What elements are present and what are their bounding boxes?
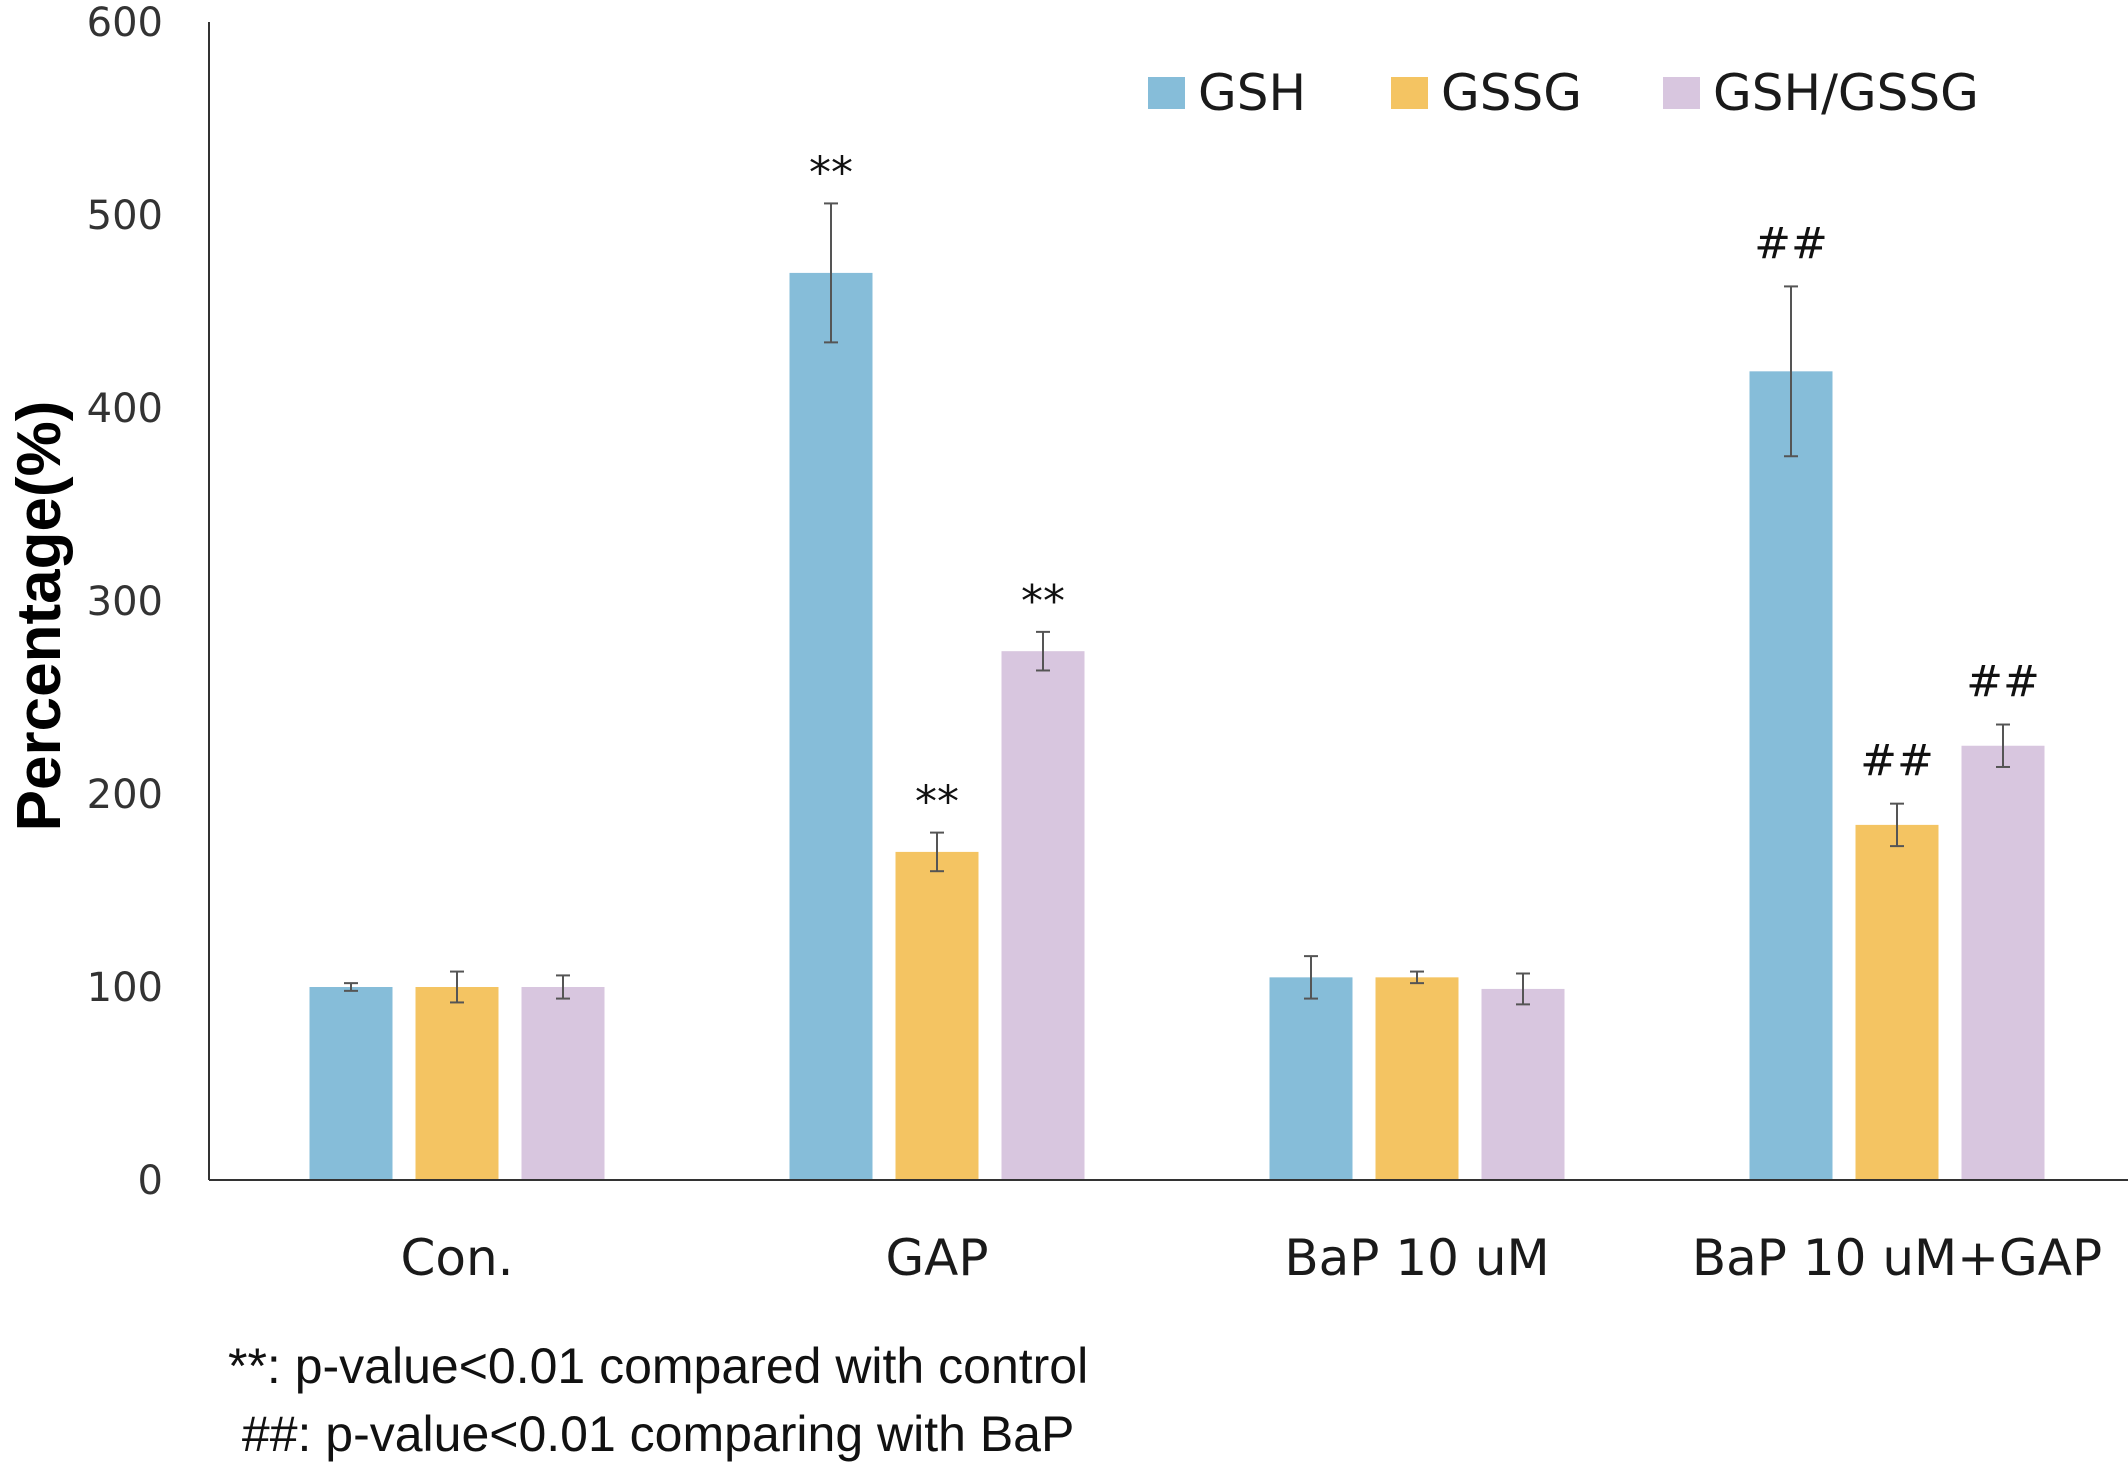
category-label: BaP 10 uM: [1284, 1229, 1549, 1287]
error-bars: [344, 202, 2010, 1006]
bar-gsh: [789, 272, 873, 1180]
bars: [309, 272, 2045, 1181]
category-label: BaP 10 uM+GAP: [1692, 1229, 2102, 1287]
bar-gsh-gssg: [1481, 988, 1565, 1180]
legend-label: GSSG: [1441, 64, 1582, 122]
legend-swatch: [1663, 77, 1700, 109]
bar-gssg: [415, 987, 499, 1180]
footnote-control: **: p-value<0.01 compared with control: [228, 1338, 1089, 1394]
legend-label: GSH: [1198, 64, 1306, 122]
bar-gsh: [1269, 977, 1353, 1180]
y-tick-label: 600: [87, 0, 163, 46]
y-tick-label: 200: [87, 772, 163, 818]
y-tick-label: 0: [138, 1158, 163, 1204]
bar-gsh-gssg: [521, 987, 605, 1180]
bar-gsh-gssg: [1961, 745, 2045, 1180]
bar-gsh-gssg: [1001, 651, 1085, 1180]
legend-swatch: [1148, 77, 1185, 109]
bar-gsh: [1749, 371, 1833, 1181]
bar-gsh: [309, 987, 393, 1180]
significance-annotations: ** ## ** ## ** ##: [809, 147, 2040, 827]
bar-gssg: [1375, 977, 1459, 1180]
bar-gssg: [895, 851, 979, 1180]
y-axis-label: Percentage(%): [5, 401, 74, 832]
significance-marker: ##: [1860, 736, 1934, 787]
category-labels: Con. GAP BaP 10 uM BaP 10 uM+GAP: [400, 1229, 2102, 1287]
y-tick-label: 500: [87, 193, 163, 239]
y-tick-label: 100: [87, 965, 163, 1011]
y-tick-label: 300: [87, 579, 163, 625]
significance-marker: ##: [1966, 657, 2040, 708]
footnote-bap: ##: p-value<0.01 comparing with BaP: [228, 1406, 1075, 1462]
legend-label: GSH/GSSG: [1713, 64, 1979, 122]
legend-swatch: [1391, 77, 1428, 109]
category-label: Con.: [400, 1229, 513, 1287]
category-label: GAP: [885, 1229, 988, 1287]
y-axis-ticks: 0 100 200 300 400 500 600: [87, 0, 163, 1204]
significance-marker: **: [915, 777, 959, 828]
significance-marker: **: [809, 147, 853, 198]
significance-marker: **: [1021, 576, 1065, 627]
legend: GSH GSSG GSH/GSSG: [1148, 64, 1979, 122]
significance-marker: ##: [1754, 218, 1828, 269]
y-tick-label: 400: [87, 386, 163, 432]
bar-gssg: [1855, 824, 1939, 1180]
